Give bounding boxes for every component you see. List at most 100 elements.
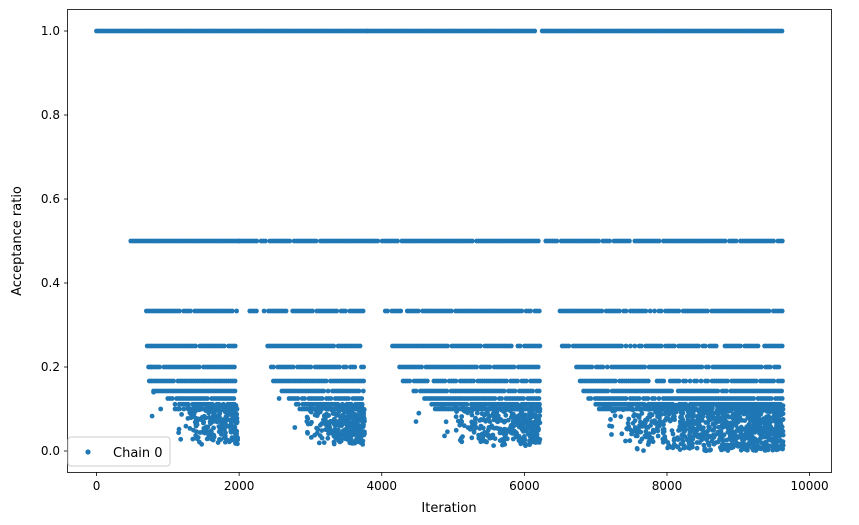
data-point — [651, 405, 656, 411]
data-point — [349, 426, 354, 431]
data-point — [759, 403, 765, 409]
data-point — [193, 343, 199, 349]
data-point — [755, 445, 761, 450]
data-point — [652, 308, 657, 314]
data-point — [478, 343, 483, 349]
data-point — [254, 308, 259, 314]
data-point — [612, 378, 618, 384]
data-point — [308, 409, 314, 415]
data-point — [677, 447, 683, 452]
data-point — [296, 401, 301, 407]
data-point — [522, 434, 527, 439]
data-point — [448, 308, 454, 314]
data-point — [676, 378, 682, 384]
data-point — [661, 426, 667, 432]
data-point — [735, 419, 741, 424]
data-point — [348, 415, 354, 421]
data-point — [684, 421, 689, 427]
data-point — [375, 238, 381, 244]
data-point — [359, 439, 365, 444]
x-axis-label: Iteration — [421, 501, 476, 516]
data-point — [308, 403, 314, 409]
data-point — [325, 404, 331, 409]
data-point — [334, 308, 340, 314]
data-point — [712, 420, 718, 425]
data-point — [772, 445, 778, 450]
data-point — [734, 440, 739, 446]
data-point — [748, 417, 754, 423]
data-point — [222, 439, 228, 445]
data-point — [199, 414, 205, 420]
x-tick-label: 6000 — [509, 479, 540, 493]
data-point — [325, 435, 331, 441]
data-point — [489, 403, 494, 408]
data-point — [530, 388, 535, 394]
data-point — [357, 413, 362, 419]
data-point — [453, 378, 459, 384]
data-point — [201, 420, 206, 426]
data-point — [767, 364, 773, 370]
data-point — [193, 408, 199, 414]
data-point — [680, 410, 686, 416]
data-point — [777, 426, 783, 431]
data-point — [234, 407, 240, 412]
data-point — [677, 419, 683, 424]
data-point — [647, 414, 653, 420]
data-point — [501, 388, 507, 394]
x-tick-label: 2000 — [224, 479, 255, 493]
data-point — [646, 407, 652, 412]
data-point — [356, 388, 362, 394]
data-point — [330, 407, 335, 412]
data-point — [198, 404, 203, 410]
data-point — [469, 408, 475, 414]
data-point — [343, 364, 349, 370]
data-point — [177, 308, 182, 314]
data-point — [634, 446, 640, 452]
data-point — [708, 416, 714, 422]
y-tick-label: 0.8 — [41, 108, 60, 122]
data-point — [453, 405, 458, 411]
data-point — [636, 396, 642, 401]
data-point — [511, 364, 517, 370]
data-point — [343, 415, 349, 421]
data-point — [210, 435, 216, 441]
data-point — [419, 364, 424, 370]
data-point — [359, 396, 365, 401]
data-point — [385, 308, 390, 314]
data-point — [358, 409, 364, 414]
data-point — [759, 440, 765, 446]
data-point — [755, 343, 761, 349]
data-point — [343, 427, 348, 432]
data-point — [187, 410, 193, 416]
data-point — [234, 420, 240, 426]
data-point — [445, 429, 450, 435]
data-point — [473, 416, 478, 422]
data-point — [504, 378, 509, 384]
data-point — [779, 238, 785, 244]
data-point — [537, 420, 543, 426]
data-point — [500, 442, 505, 448]
data-point — [719, 447, 724, 453]
data-point — [484, 417, 490, 423]
data-point — [531, 431, 536, 437]
data-point — [232, 364, 237, 370]
data-point — [352, 364, 358, 370]
data-point — [332, 422, 338, 428]
data-point — [290, 364, 296, 370]
data-point — [491, 443, 496, 448]
data-point — [188, 308, 193, 314]
data-point — [227, 439, 232, 445]
data-point — [718, 428, 724, 434]
data-point — [608, 417, 613, 422]
data-point — [639, 411, 645, 416]
data-point — [715, 415, 721, 421]
data-point — [758, 409, 764, 415]
data-point — [679, 436, 685, 442]
data-point — [687, 378, 693, 384]
data-point — [658, 408, 663, 414]
data-point — [308, 421, 313, 427]
data-point — [721, 403, 726, 409]
data-point — [710, 428, 716, 433]
data-point — [717, 436, 722, 442]
